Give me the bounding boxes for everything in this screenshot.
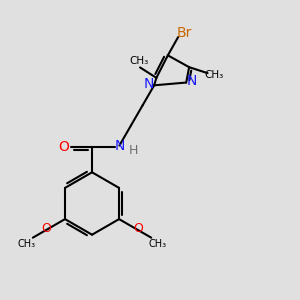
Text: N: N: [187, 74, 197, 88]
Text: CH₃: CH₃: [129, 56, 148, 66]
Text: O: O: [133, 221, 143, 235]
Text: CH₃: CH₃: [149, 239, 167, 249]
Text: CH₃: CH₃: [17, 239, 35, 249]
Text: CH₃: CH₃: [205, 70, 224, 80]
Text: O: O: [41, 221, 51, 235]
Text: N: N: [114, 139, 124, 152]
Text: Br: Br: [177, 26, 193, 40]
Text: H: H: [129, 144, 138, 157]
Text: O: O: [59, 140, 70, 154]
Text: N: N: [144, 77, 154, 91]
